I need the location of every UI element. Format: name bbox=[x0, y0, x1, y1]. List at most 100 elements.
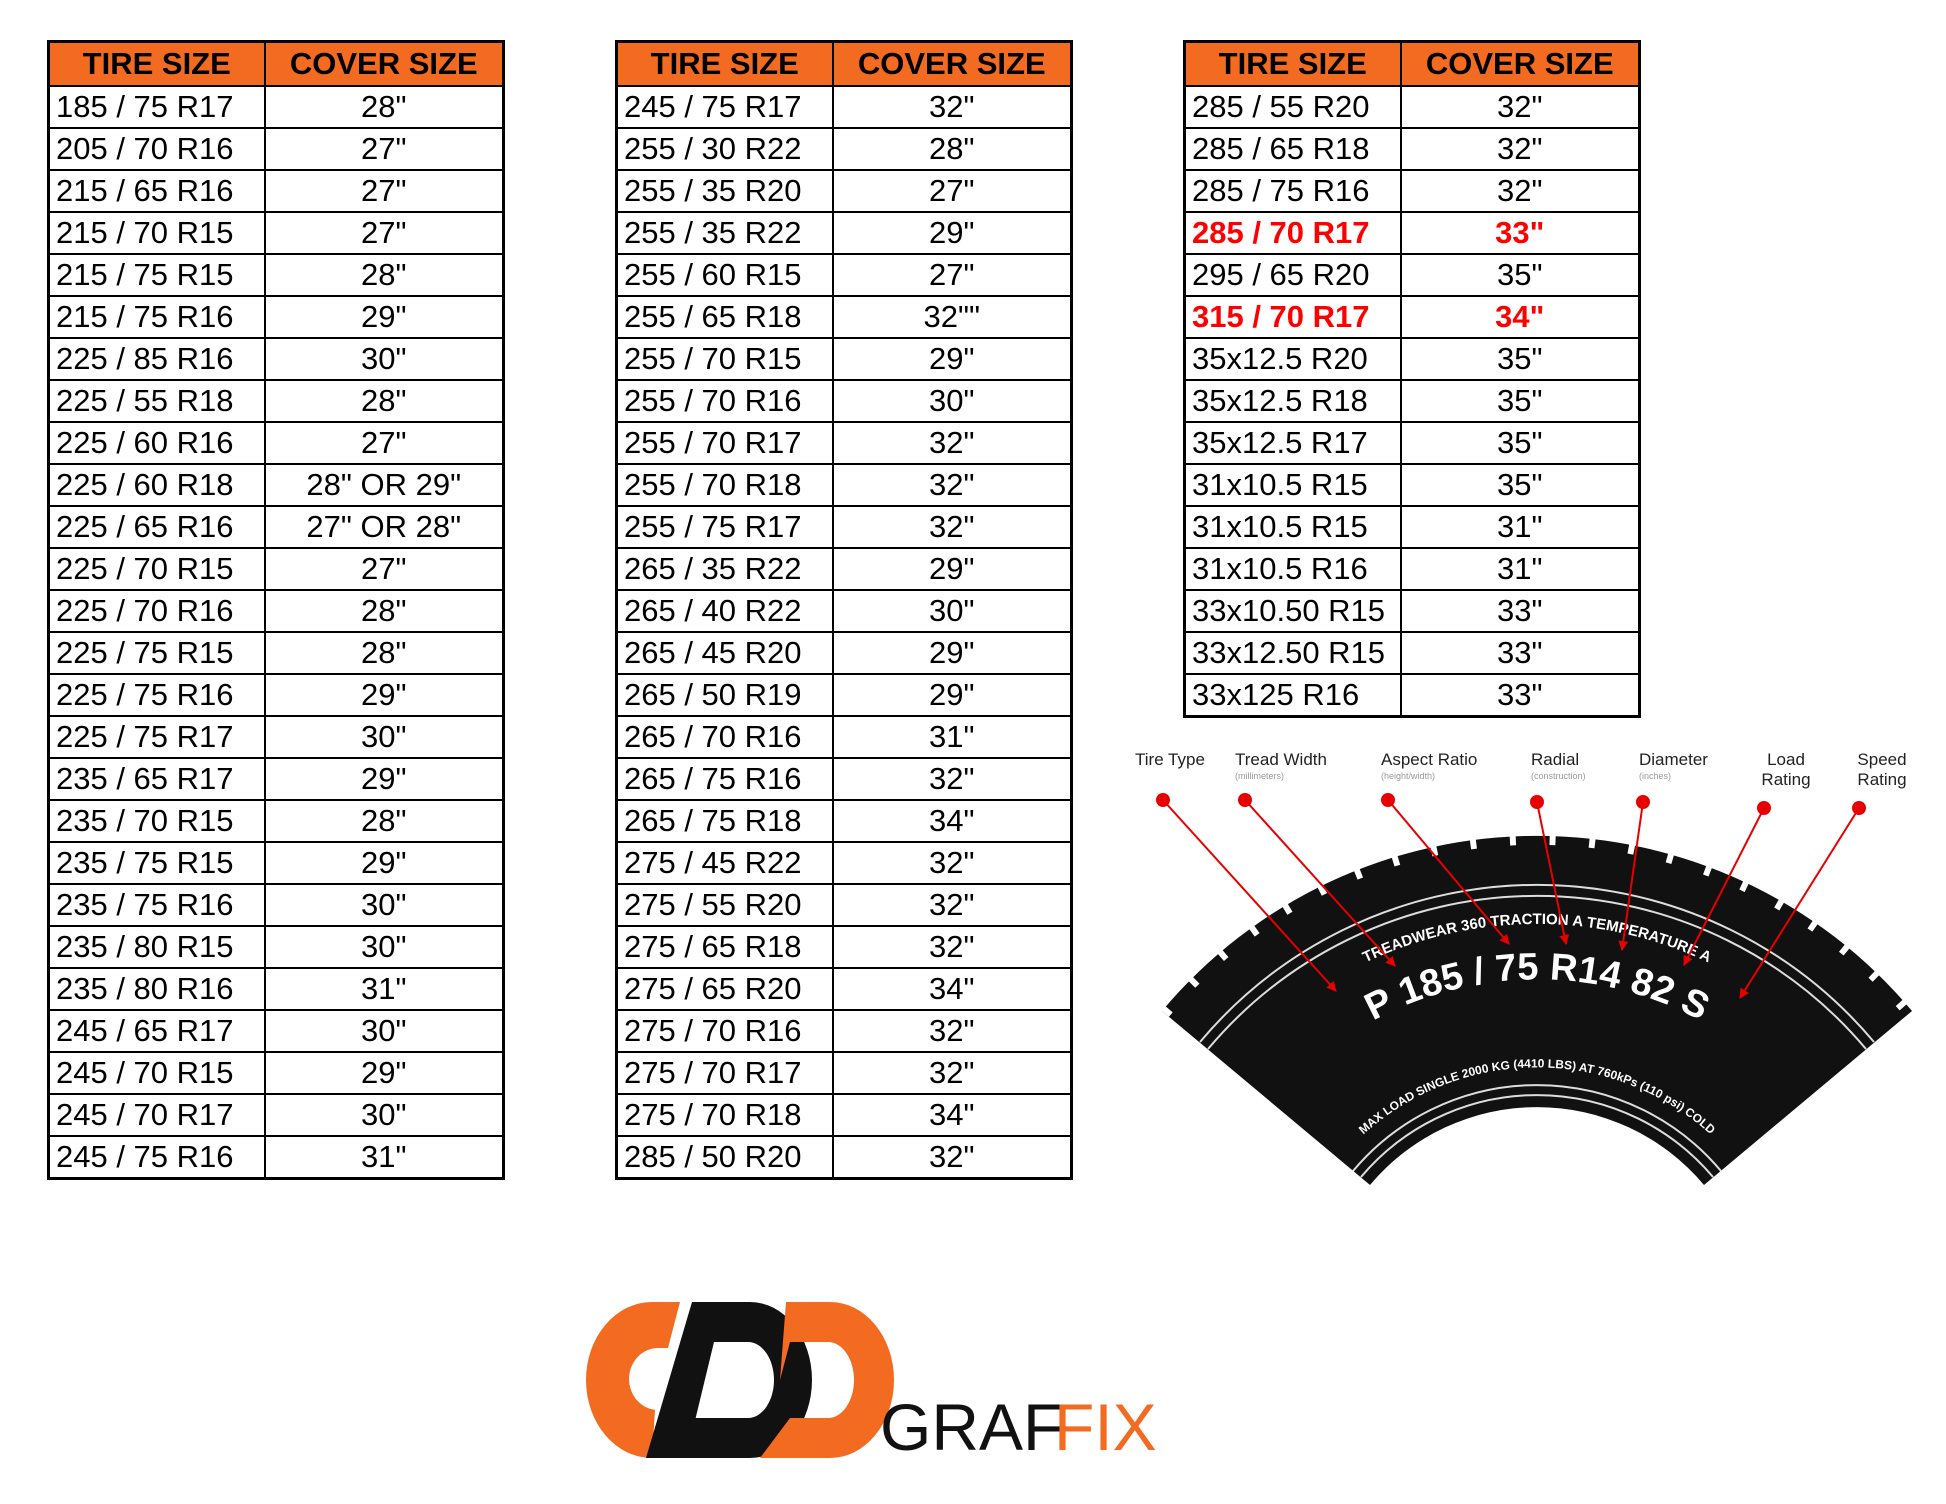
cover-size-cell: 32" bbox=[831, 841, 1073, 885]
table-row: 235 / 80 R16 31" bbox=[47, 967, 505, 1011]
tire-size-cell: 255 / 70 R16 bbox=[615, 379, 834, 423]
cover-size-cell: 32" bbox=[831, 1051, 1073, 1095]
tire-size-cell: 255 / 75 R17 bbox=[615, 505, 834, 549]
tire-size-cell: 33x125 R16 bbox=[1183, 673, 1402, 718]
label-aspect-ratio-sub: (height/width) bbox=[1381, 771, 1435, 781]
table-row: 265 / 40 R22 30" bbox=[615, 589, 1073, 633]
cover-size-cell: 28" bbox=[831, 127, 1073, 171]
table-row: 285 / 50 R20 32" bbox=[615, 1135, 1073, 1180]
label-diameter-sub: (inches) bbox=[1639, 771, 1671, 781]
table-row: 215 / 70 R15 27" bbox=[47, 211, 505, 255]
graffix-logo: GRAF FIX bbox=[586, 1302, 1157, 1460]
tire-size-cell: 225 / 65 R16 bbox=[47, 505, 266, 549]
cover-size-cell: 30" bbox=[831, 589, 1073, 633]
tire-size-cell: 265 / 35 R22 bbox=[615, 547, 834, 591]
label-load: Load bbox=[1767, 750, 1805, 769]
table-row: 255 / 70 R18 32" bbox=[615, 463, 1073, 507]
cover-size-cell: 34" bbox=[831, 799, 1073, 843]
cover-size-cell: 31" bbox=[1399, 505, 1641, 549]
tire-size-cell: 285 / 55 R20 bbox=[1183, 85, 1402, 129]
table-row: 35x12.5 R20 35" bbox=[1183, 337, 1641, 381]
table-row: 275 / 45 R22 32" bbox=[615, 841, 1073, 885]
table-row: 255 / 30 R22 28" bbox=[615, 127, 1073, 171]
tire-size-cell: 235 / 70 R15 bbox=[47, 799, 266, 843]
header-tire-size: TIRE SIZE bbox=[615, 40, 834, 87]
cover-size-cell: 35" bbox=[1399, 337, 1641, 381]
table-row: 185 / 75 R17 28" bbox=[47, 85, 505, 129]
table-row: 235 / 80 R15 30" bbox=[47, 925, 505, 969]
cover-size-cell: 33" bbox=[1399, 211, 1641, 255]
cover-size-cell: 27" bbox=[263, 211, 505, 255]
table-row: 225 / 55 R18 28" bbox=[47, 379, 505, 423]
tire-sidewall-diagram: TREADWEAR 360 TRACTION A TEMPERATURE A P… bbox=[1135, 750, 1919, 1185]
tire-size-cell: 31x10.5 R16 bbox=[1183, 547, 1402, 591]
table-row: 275 / 70 R17 32" bbox=[615, 1051, 1073, 1095]
cover-size-cell: 29" bbox=[263, 673, 505, 717]
tire-size-cell: 31x10.5 R15 bbox=[1183, 505, 1402, 549]
cover-size-cell: 32" bbox=[1399, 85, 1641, 129]
tire-size-cell: 215 / 70 R15 bbox=[47, 211, 266, 255]
cover-size-cell: 28" bbox=[263, 631, 505, 675]
cover-size-cell: 35" bbox=[1399, 421, 1641, 465]
label-radial: Radial bbox=[1531, 750, 1579, 769]
cover-size-cell: 29" bbox=[263, 295, 505, 339]
table-row-highlighted: 285 / 70 R17 33" bbox=[1183, 211, 1641, 255]
tire-size-cell: 275 / 70 R16 bbox=[615, 1009, 834, 1053]
cover-size-cell: 30" bbox=[263, 337, 505, 381]
cover-size-cell: 28" bbox=[263, 379, 505, 423]
logo-text-graf: GRAF bbox=[880, 1390, 1063, 1460]
cover-size-cell: 32" bbox=[831, 925, 1073, 969]
label-load-rating: Rating bbox=[1761, 770, 1810, 789]
diagram-labels: Tire Type Tread Width (millimeters) Aspe… bbox=[1135, 750, 1907, 789]
tire-size-cell: 215 / 65 R16 bbox=[47, 169, 266, 213]
table-row: 245 / 75 R16 31" bbox=[47, 1135, 505, 1180]
table-row: 31x10.5 R16 31" bbox=[1183, 547, 1641, 591]
table-row: 31x10.5 R15 35" bbox=[1183, 463, 1641, 507]
cover-size-cell: 28" bbox=[263, 589, 505, 633]
cover-size-cell: 30" bbox=[263, 1009, 505, 1053]
tire-size-cell: 185 / 75 R17 bbox=[47, 85, 266, 129]
tire-size-cell: 265 / 40 R22 bbox=[615, 589, 834, 633]
tire-size-cell: 225 / 75 R17 bbox=[47, 715, 266, 759]
cover-size-cell: 29" bbox=[831, 337, 1073, 381]
tire-size-cell: 205 / 70 R16 bbox=[47, 127, 266, 171]
cover-size-cell: 32" bbox=[831, 757, 1073, 801]
tire-size-cell: 285 / 65 R18 bbox=[1183, 127, 1402, 171]
table-row: 265 / 75 R18 34" bbox=[615, 799, 1073, 843]
table-row: 265 / 70 R16 31" bbox=[615, 715, 1073, 759]
label-aspect-ratio: Aspect Ratio bbox=[1381, 750, 1477, 769]
cover-size-cell: 28" OR 29" bbox=[263, 463, 505, 507]
tire-size-cell: 255 / 65 R18 bbox=[615, 295, 834, 339]
table-row: 275 / 65 R20 34" bbox=[615, 967, 1073, 1011]
table-row: 225 / 65 R16 27" OR 28" bbox=[47, 505, 505, 549]
cover-size-cell: 32" bbox=[831, 1135, 1073, 1180]
tire-size-cell: 245 / 65 R17 bbox=[47, 1009, 266, 1053]
table-header-row: TIRE SIZE COVER SIZE bbox=[47, 40, 505, 87]
cover-size-cell: 35" bbox=[1399, 379, 1641, 423]
cover-size-cell: 31" bbox=[1399, 547, 1641, 591]
table-row: 275 / 55 R20 32" bbox=[615, 883, 1073, 927]
cover-size-cell: 32" bbox=[831, 85, 1073, 129]
tire-size-cell: 255 / 70 R17 bbox=[615, 421, 834, 465]
arrow-load-rating bbox=[1683, 807, 1765, 966]
tire-size-cell: 285 / 50 R20 bbox=[615, 1135, 834, 1180]
table-row: 295 / 65 R20 35" bbox=[1183, 253, 1641, 297]
cover-size-cell: 27" OR 28" bbox=[263, 505, 505, 549]
tire-size-cell: 225 / 70 R15 bbox=[47, 547, 266, 591]
arrow-tire-type bbox=[1162, 799, 1337, 992]
tire-size-cell: 285 / 70 R17 bbox=[1183, 211, 1402, 255]
table-row: 245 / 70 R17 30" bbox=[47, 1093, 505, 1137]
cover-size-cell: 32" bbox=[1399, 127, 1641, 171]
header-cover-size: COVER SIZE bbox=[1399, 40, 1641, 87]
table-row-highlighted: 315 / 70 R17 34" bbox=[1183, 295, 1641, 339]
cover-size-cell: 27" bbox=[831, 253, 1073, 297]
table-row: 225 / 70 R15 27" bbox=[47, 547, 505, 591]
tire-size-cell: 245 / 70 R17 bbox=[47, 1093, 266, 1137]
table-row: 205 / 70 R16 27" bbox=[47, 127, 505, 171]
label-tire-type: Tire Type bbox=[1135, 750, 1205, 769]
tire-size-cell: 225 / 55 R18 bbox=[47, 379, 266, 423]
cover-size-cell: 31" bbox=[263, 1135, 505, 1180]
cover-size-cell: 33" bbox=[1399, 673, 1641, 718]
tire-size-cell: 275 / 65 R20 bbox=[615, 967, 834, 1011]
tire-size-cell: 235 / 80 R15 bbox=[47, 925, 266, 969]
